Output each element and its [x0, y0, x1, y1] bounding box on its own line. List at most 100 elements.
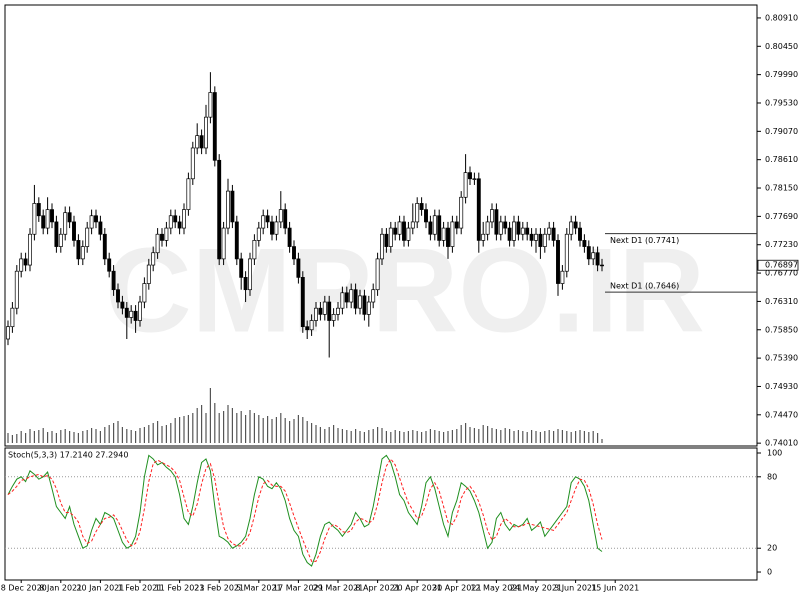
y-tick-label: 0.76770	[765, 269, 798, 278]
candle-body	[547, 227, 552, 235]
x-tick-label: 15 Jun 2021	[591, 584, 639, 593]
candle-body	[534, 233, 538, 241]
candle-body	[578, 227, 582, 241]
candle-body	[331, 314, 336, 321]
candle-body	[28, 233, 32, 266]
candle-body	[239, 258, 244, 278]
candle-body	[384, 233, 389, 247]
candle-body	[287, 227, 292, 247]
candle-body	[274, 221, 279, 235]
candle-body	[265, 215, 270, 223]
y-tick-label: 0	[767, 568, 772, 577]
y-tick-label: 0.74010	[765, 439, 798, 448]
candle-body	[564, 233, 569, 272]
candle-body	[72, 221, 76, 241]
candle-body	[371, 289, 376, 303]
candle-body	[199, 135, 204, 149]
stoch-line	[7, 454, 603, 567]
candle-body	[270, 221, 274, 235]
candle-body	[529, 233, 534, 241]
candle-body	[344, 292, 349, 303]
candle-body	[468, 172, 472, 180]
candle-body	[353, 289, 358, 309]
candle-body	[296, 258, 301, 278]
candle-body	[454, 221, 459, 229]
candle-body	[512, 221, 516, 241]
candle-body	[538, 233, 543, 247]
y-tick-label: 80	[767, 472, 777, 481]
candle-body	[327, 301, 332, 321]
candle-body	[292, 246, 296, 260]
candle-body	[67, 212, 72, 223]
candle-body	[129, 310, 134, 318]
candle-body	[582, 240, 587, 247]
candle-body	[133, 310, 138, 321]
candle-body	[437, 215, 442, 241]
candle-body	[300, 277, 305, 328]
candle-body	[6, 326, 10, 340]
candle-body	[278, 209, 283, 223]
candle-body	[441, 227, 446, 241]
candle-body	[336, 307, 340, 315]
level-label: Next D1 (0.7741)	[610, 236, 679, 245]
candle-body	[111, 270, 116, 291]
watermark: CMPRO.IR	[105, 224, 705, 358]
candle-body	[507, 227, 512, 241]
y-tick-label: 0.76310	[765, 297, 798, 306]
x-tick-label: 28 Dec 2020	[0, 584, 47, 593]
x-tick-label: 11 Feb 2021	[155, 584, 205, 593]
candle-body	[243, 277, 248, 291]
candle-body	[402, 221, 406, 241]
candle-body	[525, 227, 530, 235]
candle-body	[230, 190, 235, 223]
x-tick-label: 20 Jan 2021	[76, 584, 124, 593]
x-tick-label: 29 Mar 2021	[313, 584, 364, 593]
candle-body	[362, 295, 367, 315]
candle-body	[120, 301, 125, 309]
x-tick-label: 23 Feb 2021	[194, 584, 244, 593]
candle-body	[195, 135, 200, 149]
candle-body	[160, 233, 164, 241]
candle-body	[190, 147, 195, 180]
y-tick-label: 20	[767, 544, 777, 553]
y-tick-label: 0.74470	[765, 410, 798, 419]
candle-body	[560, 270, 565, 284]
candle-body	[182, 209, 186, 229]
x-tick-label: 12 May 2021	[470, 584, 522, 593]
candle-body	[485, 221, 490, 235]
y-tick-label: 0.80910	[765, 13, 798, 22]
candle-body	[142, 283, 147, 303]
candle-body	[380, 233, 384, 260]
candle-body	[595, 252, 600, 266]
candle-body	[340, 292, 345, 309]
y-tick-label: 0.75850	[765, 325, 798, 334]
y-tick-label: 0.74930	[765, 382, 798, 391]
candle-body	[41, 215, 46, 229]
x-tick-label: 24 May 2021	[510, 584, 562, 593]
level-label: Next D1 (0.7646)	[610, 282, 679, 291]
candle-body	[542, 233, 547, 247]
candle-body	[208, 92, 213, 118]
x-tick-label: 3 Jun 2021	[554, 584, 597, 593]
x-tick-label: 30 Apr 2021	[432, 584, 481, 593]
candle-body	[600, 264, 604, 267]
candle-body	[36, 203, 41, 217]
candle-body	[551, 227, 556, 241]
candle-body	[428, 221, 433, 235]
y-tick-label: 100	[767, 448, 782, 457]
candle-body	[173, 215, 178, 223]
candle-body	[349, 289, 354, 303]
candle-body	[591, 252, 596, 260]
candle-body	[463, 172, 468, 198]
candle-body	[217, 159, 222, 260]
candle-body	[481, 233, 486, 241]
candle-body	[10, 307, 15, 328]
candle-body	[177, 221, 182, 229]
candle-body	[494, 209, 499, 235]
stoch-panel	[4, 447, 758, 581]
candle-body	[116, 289, 120, 303]
candle-body	[424, 209, 428, 223]
candle-body	[432, 215, 437, 235]
last-price-label: 0.76897	[765, 261, 798, 270]
